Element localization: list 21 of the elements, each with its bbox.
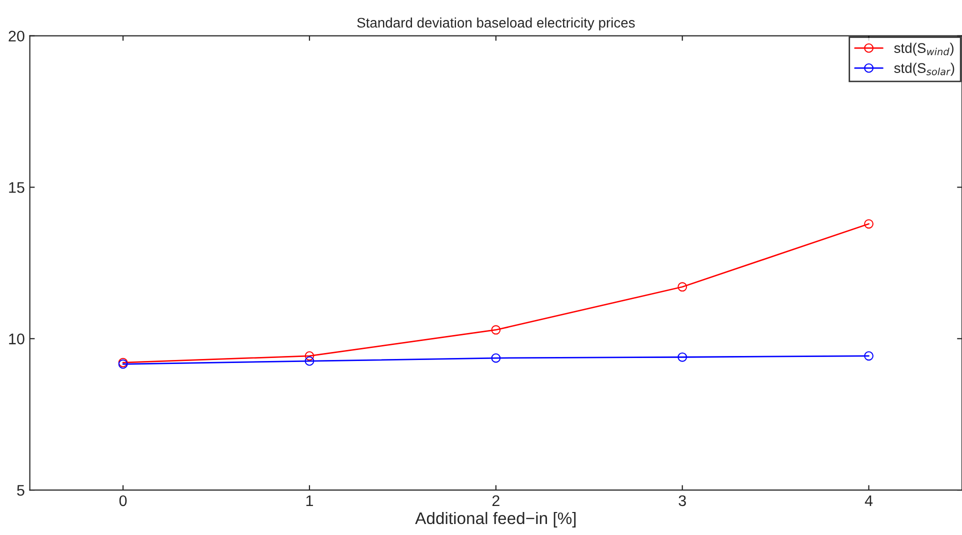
x-tick-label: 0 <box>119 495 127 506</box>
y-tick-label: 10 <box>9 334 24 344</box>
x-tick-label: 2 <box>492 495 500 506</box>
y-tick-label: 15 <box>9 182 24 193</box>
y-tick-label: 5 <box>17 485 24 496</box>
x-axis-title: Additional feed−in [%] <box>415 512 576 528</box>
legend-label: std(S$_{solar}$) <box>894 62 954 76</box>
x-tick-label: 3 <box>678 495 686 506</box>
x-tick-label: 1 <box>306 495 313 506</box>
point <box>864 351 874 361</box>
chart-title: Standard deviation baseload electricity prices <box>357 17 635 30</box>
point <box>864 219 874 229</box>
point <box>304 351 314 361</box>
point <box>491 325 501 335</box>
legend-label: std(S$_{wind}$) <box>894 42 954 56</box>
point <box>678 282 688 292</box>
x-tick-label: 4 <box>864 495 873 506</box>
point <box>678 352 688 362</box>
point <box>491 353 501 363</box>
y-tick-label: 20 <box>8 30 24 42</box>
point <box>304 356 314 366</box>
